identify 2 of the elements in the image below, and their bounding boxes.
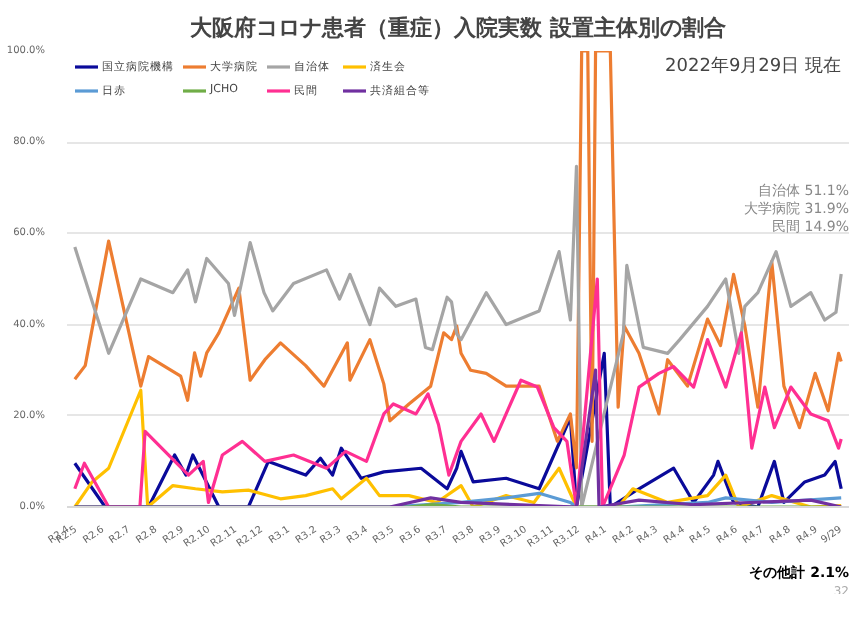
chart-title: 大阪府コロナ患者（重症）入院実数 設置主体別の割合 [190, 15, 728, 41]
annotation: 2022年9月29日 現在 [665, 55, 842, 77]
